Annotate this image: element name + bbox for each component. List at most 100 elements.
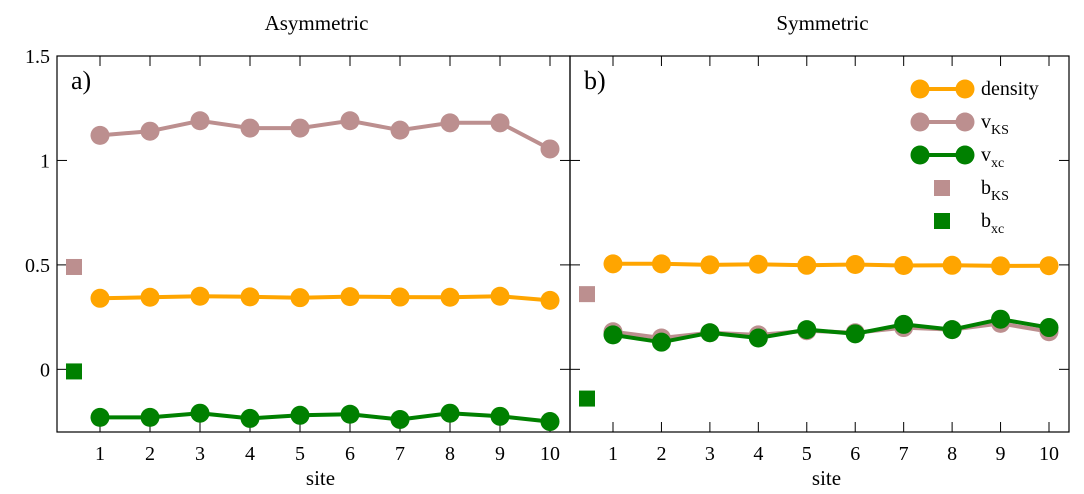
data-point-vxc	[651, 332, 671, 352]
panel-asymmetric: 0 0.5 1 1.5 1 2 3 4 5 6 7 8 9 10 Asymmetric a) site	[25, 11, 571, 490]
legend-label: bxc	[981, 210, 1004, 237]
y-tick-label: 0	[40, 359, 50, 381]
series-line-vKS	[99, 118, 551, 151]
data-point-vKS	[340, 111, 360, 131]
legend-label-main: v	[981, 111, 991, 133]
data-point-vKS	[290, 118, 310, 138]
legend-swatch-square	[934, 180, 950, 196]
data-point-density	[140, 287, 160, 307]
data-point-density	[390, 287, 410, 307]
x-tick-label: 8	[947, 443, 957, 465]
x-tick-label: 5	[295, 443, 305, 465]
data-point-vxc	[440, 403, 460, 423]
data-point-density	[700, 255, 720, 275]
x-tick-label: 6	[345, 443, 355, 465]
legend-swatch-square	[934, 213, 950, 229]
x-tick-label: 2	[145, 443, 155, 465]
boundary-marker-bxc	[66, 363, 82, 380]
data-point-density	[1039, 256, 1059, 276]
legend-label-sub: KS	[991, 189, 1009, 204]
panel-symmetric: 1 2 3 4 5 6 7 8 9 10Symmetricb)sitedensityvKSvxcb…	[569, 11, 1070, 490]
x-axis-label: site	[812, 466, 841, 490]
x-tick-label: 4	[753, 443, 763, 465]
legend-swatch-dot	[955, 79, 975, 99]
x-tick-label: 3	[705, 443, 715, 465]
data-point-density	[894, 256, 914, 276]
data-point-vxc	[1039, 318, 1059, 338]
data-point-density	[748, 254, 768, 274]
series-line-vxc	[100, 411, 551, 424]
x-tick-label: 2	[656, 443, 666, 465]
legend-label-main: b	[981, 177, 991, 199]
data-point-vxc	[700, 323, 720, 343]
plot-frame	[569, 55, 1070, 433]
data-point-vxc	[894, 314, 914, 334]
x-tick-label: 7	[395, 443, 405, 465]
data-point-density	[290, 288, 310, 308]
data-point-density	[942, 255, 962, 275]
legend-label-sub: xc	[991, 156, 1004, 171]
legend-swatch-dot	[910, 79, 930, 99]
x-tick-label: 4	[245, 443, 255, 465]
legend-label-sub: xc	[991, 222, 1004, 237]
data-point-vKS	[190, 111, 210, 131]
x-tick-label: 10	[1039, 443, 1059, 465]
series-line-density	[613, 261, 1050, 268]
legend-label: bKS	[981, 177, 1009, 204]
data-point-vKS	[490, 113, 510, 133]
x-tick-label: 9	[996, 443, 1006, 465]
data-point-vKS	[240, 118, 260, 138]
legend-label-main: density	[981, 78, 1039, 100]
data-point-vxc	[490, 406, 510, 426]
plot-frame	[56, 55, 571, 433]
y-tick-label: 1	[40, 150, 50, 172]
series-line-density	[99, 294, 551, 303]
boundary-marker-bxc	[579, 390, 595, 407]
legend-label-main: b	[981, 210, 991, 232]
data-point-vKS	[90, 125, 110, 145]
legend-swatch-dot	[910, 145, 930, 165]
y-tick-label: 1.5	[25, 46, 50, 68]
x-tick-label: 6	[850, 443, 860, 465]
x-tick-label: 1	[608, 443, 618, 465]
data-point-density	[991, 256, 1011, 276]
legend-label-sub: KS	[991, 123, 1009, 138]
x-tick-label: 1	[95, 443, 105, 465]
boundary-marker-bKS	[579, 286, 595, 303]
x-axis-label: site	[306, 466, 335, 490]
data-point-density	[190, 286, 210, 306]
y-tick-label: 0.5	[25, 255, 50, 277]
data-point-density	[603, 254, 623, 274]
data-point-vxc	[190, 403, 210, 423]
data-point-vxc	[845, 324, 865, 344]
data-point-vxc	[290, 405, 310, 425]
data-point-vxc	[390, 409, 410, 429]
data-point-vxc	[340, 404, 360, 424]
legend-label: vKS	[981, 111, 1009, 138]
data-point-vxc	[797, 320, 817, 340]
legend-label: density	[981, 78, 1039, 100]
data-point-density	[340, 287, 360, 307]
data-point-vKS	[390, 120, 410, 140]
panel-label: a)	[71, 66, 91, 95]
series-line-vxc	[612, 317, 1050, 345]
data-point-density	[797, 255, 817, 275]
boundary-marker-bKS	[66, 258, 82, 275]
x-tick-label: 3	[195, 443, 205, 465]
data-point-density	[440, 287, 460, 307]
x-tick-label: 8	[445, 443, 455, 465]
data-point-vKS	[140, 121, 160, 141]
panel-label: b)	[584, 66, 606, 95]
panel-title: Asymmetric	[265, 11, 369, 35]
data-point-density	[90, 288, 110, 308]
data-point-vxc	[140, 407, 160, 427]
data-point-vKS	[540, 139, 560, 159]
data-point-vxc	[603, 325, 623, 345]
legend-swatch-dot	[955, 112, 975, 132]
data-point-vxc	[90, 407, 110, 427]
data-point-vxc	[240, 408, 260, 428]
legend-label-main: v	[981, 144, 991, 166]
x-tick-label: 7	[899, 443, 909, 465]
data-point-density	[651, 254, 671, 274]
